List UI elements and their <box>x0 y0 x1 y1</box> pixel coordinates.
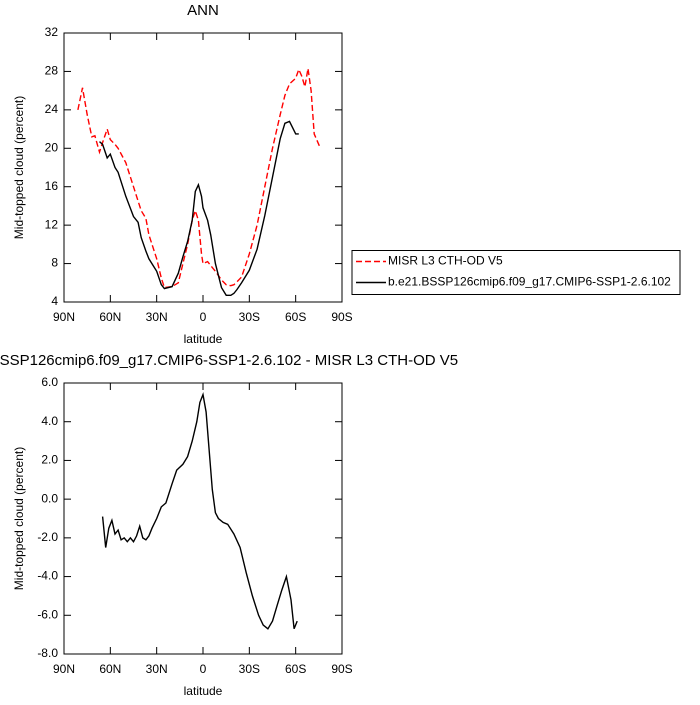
x-tick-label: 30S <box>239 662 260 676</box>
x-tick-label: 60S <box>285 310 306 324</box>
data-line <box>101 392 298 630</box>
data-line <box>99 120 299 296</box>
y-tick-label: 2.0 <box>41 453 58 467</box>
x-tick-label: 90S <box>331 662 352 676</box>
data-line <box>77 67 322 289</box>
y-tick-label: 28 <box>45 64 59 78</box>
chart-title: ANN <box>187 2 219 19</box>
x-tick-label: 30S <box>239 310 260 324</box>
y-tick-label: 4 <box>51 294 58 308</box>
y-tick-label: 16 <box>45 179 59 193</box>
x-tick-label: 60S <box>285 662 306 676</box>
y-tick-label: 0.0 <box>41 491 58 505</box>
y-tick-label: -6.0 <box>37 607 58 621</box>
y-tick-label: 4.0 <box>41 414 58 428</box>
y-tick-label: 6.0 <box>41 375 58 389</box>
x-tick-label: 30N <box>146 662 168 676</box>
x-axis-label: latitude <box>184 684 223 698</box>
legend-box <box>351 250 681 295</box>
x-tick-label: 30N <box>146 310 168 324</box>
y-tick-label: 32 <box>45 25 59 39</box>
plot-frame <box>63 382 343 655</box>
x-tick-label: 60N <box>99 310 121 324</box>
x-tick-label: 90N <box>53 310 75 324</box>
x-axis-label: latitude <box>184 332 223 346</box>
y-tick-label: 8 <box>51 256 58 270</box>
y-axis-label: Mid-topped cloud (percent) <box>12 96 26 239</box>
y-tick-label: -2.0 <box>37 530 58 544</box>
x-tick-label: 60N <box>99 662 121 676</box>
chart-title: b.e21.BSSP126cmip6.f09_g17.CMIP6-SSP1-2.… <box>0 352 458 369</box>
y-axis-label: Mid-topped cloud (percent) <box>12 447 26 590</box>
x-tick-label: 90S <box>331 310 352 324</box>
legend-label: b.e21.BSSP126cmip6.f09_g17.CMIP6-SSP1-2.… <box>388 275 671 289</box>
y-tick-label: 12 <box>45 217 59 231</box>
y-tick-label: -4.0 <box>37 569 58 583</box>
legend-label: MISR L3 CTH-OD V5 <box>388 254 503 268</box>
y-tick-label: 24 <box>45 102 59 116</box>
x-tick-label: 0 <box>200 310 207 324</box>
x-tick-label: 90N <box>53 662 75 676</box>
y-tick-label: -8.0 <box>37 646 58 660</box>
x-tick-label: 0 <box>200 662 207 676</box>
y-tick-label: 20 <box>45 140 59 154</box>
